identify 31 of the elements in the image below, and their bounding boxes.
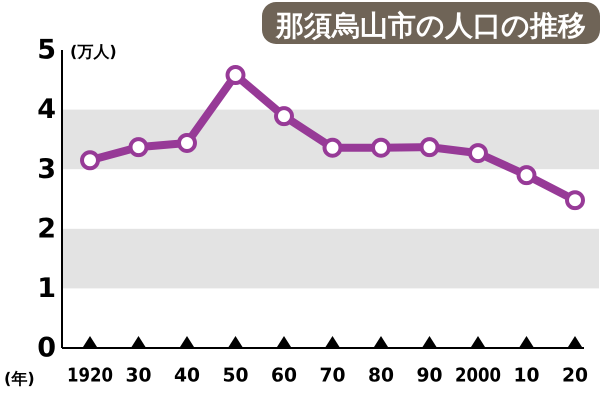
- point: [371, 138, 391, 158]
- x-tick-label: 90: [416, 364, 443, 386]
- chart-title: 那須烏山市の人口の推移: [275, 9, 586, 42]
- point: [226, 65, 246, 85]
- y-tick-label: 5: [37, 34, 56, 66]
- point: [128, 137, 148, 158]
- y-tick-label: 4: [37, 94, 56, 126]
- point: [322, 138, 342, 158]
- point: [420, 137, 440, 158]
- y-tick-label: 3: [37, 154, 56, 185]
- y-tick-label: 2: [37, 213, 56, 244]
- x-tick-label: 30: [126, 364, 152, 386]
- x-tick-label: 1920: [67, 364, 120, 386]
- x-tick-label: 70: [320, 364, 346, 386]
- point: [516, 165, 536, 186]
- x-tick-label: 60: [271, 364, 298, 386]
- y-tick-label: 0: [37, 332, 56, 364]
- point: [468, 143, 488, 164]
- x-tick-label: 50: [222, 364, 249, 386]
- point: [80, 150, 100, 170]
- x-tick-label: 20: [562, 364, 588, 386]
- x-axis-title: (年): [4, 369, 35, 388]
- x-tick-label: 10: [514, 364, 540, 386]
- x-tick-label: 80: [368, 364, 394, 386]
- point: [274, 106, 294, 126]
- point: [565, 190, 585, 210]
- x-tick-label: 2000: [455, 364, 508, 386]
- y-axis-title: (万人): [70, 42, 117, 61]
- point: [177, 133, 197, 153]
- x-tick-label: 40: [174, 364, 200, 386]
- y-tick-label: 1: [37, 273, 56, 304]
